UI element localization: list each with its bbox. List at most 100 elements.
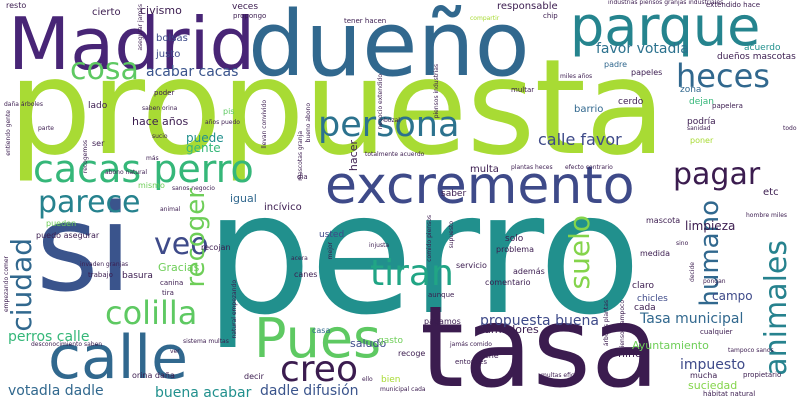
word-bueno-abono: bueno abono [305,103,312,143]
word-mismo: mismo [138,181,165,190]
word-mas: más [146,155,159,162]
word-multar: multar [511,86,535,94]
word-ello: ello [362,376,373,383]
word-sanos-negocio: sanos negocio [172,185,215,192]
word-usted: usted [319,230,345,240]
word-sanidad: sanidad [687,125,711,132]
word-llevan-convivido: llevan convivido [261,100,268,149]
word-dana-arboles: daña árboles [4,101,43,108]
word-saber: saber [441,189,467,199]
word-resto: resto [6,1,27,10]
word-abono-natural: abono natural [105,169,147,176]
word-recoge: recoge [398,349,426,358]
word-supuesto: supuesto [448,221,455,249]
word-gasto: gasto [378,336,403,346]
word-si: si [36,180,132,319]
word-miles-anos: miles años [560,73,593,80]
word-medida: medida [640,249,670,258]
word-tasa-municipal: Tasa municipal [640,311,744,327]
word-piensos-industrias: piensos industrias [433,64,440,119]
word-pues: Pues [254,307,382,370]
word-anos-puedo: años puedo [205,119,240,126]
word-lado: lado [88,101,108,111]
word-puede: puede [186,131,224,145]
word-padre: padre [604,60,628,69]
word-coche: coche [475,351,499,360]
word-claro: claro [632,281,654,291]
word-mucha: mucha [690,371,718,380]
word-papelera: papelera [712,102,743,110]
word-entonces: entonces [455,358,488,366]
word-empezando-comer: empezando comer [3,256,10,313]
word-solo: solo [505,234,524,244]
word-puedo-asegurar: puedo asegurar [36,231,100,240]
word-dejan: dejan [689,97,714,107]
word-bozal: bozal [384,117,400,124]
word-podria: podría [687,117,716,127]
word-negocio-extendido: negocio extendido [377,74,384,130]
word-igual: igual [230,192,257,205]
word-tasa: tasa [420,283,660,400]
word-mascotas-granja: mascotas granja [297,131,304,181]
word-mejor: mejor [327,242,334,260]
word-favor-votadla: favor votadla [596,41,689,57]
word-invaden-granjas: invaden granjas [80,261,129,268]
word-hombre-miles: hombre miles [746,212,788,219]
word-nino: niño [618,347,642,360]
word-cacas-perro: cacas perro [33,147,254,191]
word-propuesta: propuesta [8,31,666,185]
word-ademas: además [513,267,545,276]
word-sucio: sucio [152,133,168,140]
word-plantas-heces: plantas heces [511,164,553,171]
word-acabar-cacas: acabar cacas [146,64,239,80]
word-pagar: pagar [673,157,761,192]
word-dadle-difusion: dadle difusión [260,383,359,399]
word-excremento: excremento [325,156,635,216]
word-acuerdo: acuerdo [744,43,781,53]
word-aunque: aunque [428,291,455,299]
word-animal: animal [160,206,181,213]
word-chip: chip [543,12,558,20]
word-cualquier: cualquier [700,328,733,336]
word-servicio: servicio [456,261,487,270]
word-barrio: barrio [574,104,604,115]
word-cerdo: cerdo [618,97,644,107]
word-recojan: recojan [201,243,231,252]
word-canina: canina [160,279,184,287]
word-industrias-piensos: industrias piensos granjas industriales [608,0,724,6]
word-suciedad: suciedad [688,379,738,392]
word-comido-piensos: comido piensos [426,215,433,262]
word-casa: casa [312,326,331,335]
word-cada: cada [634,303,656,313]
word-impuesto: impuesto [680,357,746,373]
word-propongo: propongo [233,12,267,20]
word-chicles: chicles [637,294,668,304]
word-civismo: civismo [140,4,182,17]
word-calle-favor: calle favor [538,130,622,149]
word-pis: pis [223,107,235,116]
word-compartir: compartir [470,15,500,22]
word-arboles-plantas: árboles plantas [603,300,610,347]
word-entiendo-gente: entiendo gente [5,110,12,156]
word-justo: justo [156,49,181,60]
word-buena-acabar: buena acabar [155,385,252,400]
word-saben-orina: saben orina [142,105,178,112]
word-colilla: colilla [105,294,198,332]
word-injusta: injusta [369,242,390,249]
word-perro: perro [205,156,641,352]
word-pueden: pueden [46,219,77,228]
word-extendido-hace: extendido hace [706,1,761,9]
word-gracias: Gracias [158,261,200,274]
word-efecto-contrario: efecto contrario [565,164,613,171]
word-poder: poder [154,89,175,97]
word-orina-dana: orina daña [132,371,175,380]
word-poner: poner [690,136,714,145]
word-basura: basura [122,271,153,281]
word-parece: parece [38,185,141,220]
word-calle: calle [48,323,189,393]
word-tener-hacen: tener hacen [344,17,387,25]
word-ayuntamiento: Ayuntamiento [632,339,709,352]
word-jamas-comido: jamás comido [450,341,492,348]
word-piensos-tampoco: piensos tampoco [619,300,626,352]
